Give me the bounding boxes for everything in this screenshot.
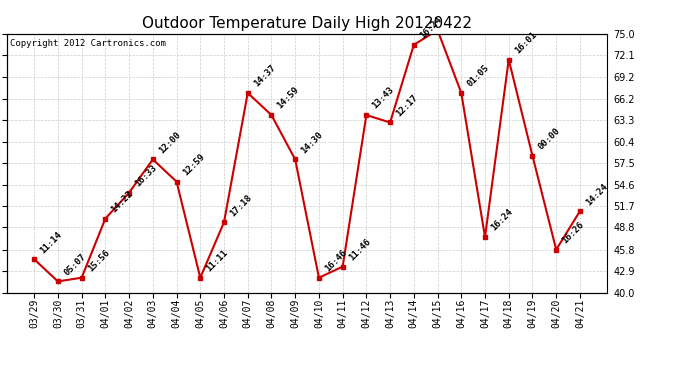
Text: 05:07: 05:07 [62,252,88,277]
Text: 14:14: 14:14 [0,374,1,375]
Text: 16:26: 16:26 [560,220,586,246]
Text: 16:24: 16:24 [489,207,515,233]
Title: Outdoor Temperature Daily High 20120422: Outdoor Temperature Daily High 20120422 [142,16,472,31]
Text: 13:43: 13:43 [371,86,396,111]
Text: 17:18: 17:18 [228,193,253,218]
Text: 16:33: 16:33 [133,163,159,189]
Text: 11:46: 11:46 [347,237,372,262]
Text: 16:01: 16:01 [513,30,538,56]
Text: 14:22: 14:22 [110,189,135,214]
Text: Copyright 2012 Cartronics.com: Copyright 2012 Cartronics.com [10,39,166,48]
Text: 16:46: 16:46 [323,248,348,273]
Text: 16:24: 16:24 [418,15,444,40]
Text: 14:24: 14:24 [584,182,609,207]
Text: 11:14: 11:14 [39,230,63,255]
Text: 11:11: 11:11 [204,248,230,273]
Text: 15:56: 15:56 [86,248,111,273]
Text: 14:30: 14:30 [299,130,325,155]
Text: 12:59: 12:59 [181,152,206,177]
Text: 12:17: 12:17 [394,93,420,118]
Text: 14:37: 14:37 [252,63,277,89]
Text: 01:05: 01:05 [466,63,491,89]
Text: 14:59: 14:59 [275,86,301,111]
Text: 00:00: 00:00 [537,126,562,152]
Text: 12:00: 12:00 [157,130,182,155]
